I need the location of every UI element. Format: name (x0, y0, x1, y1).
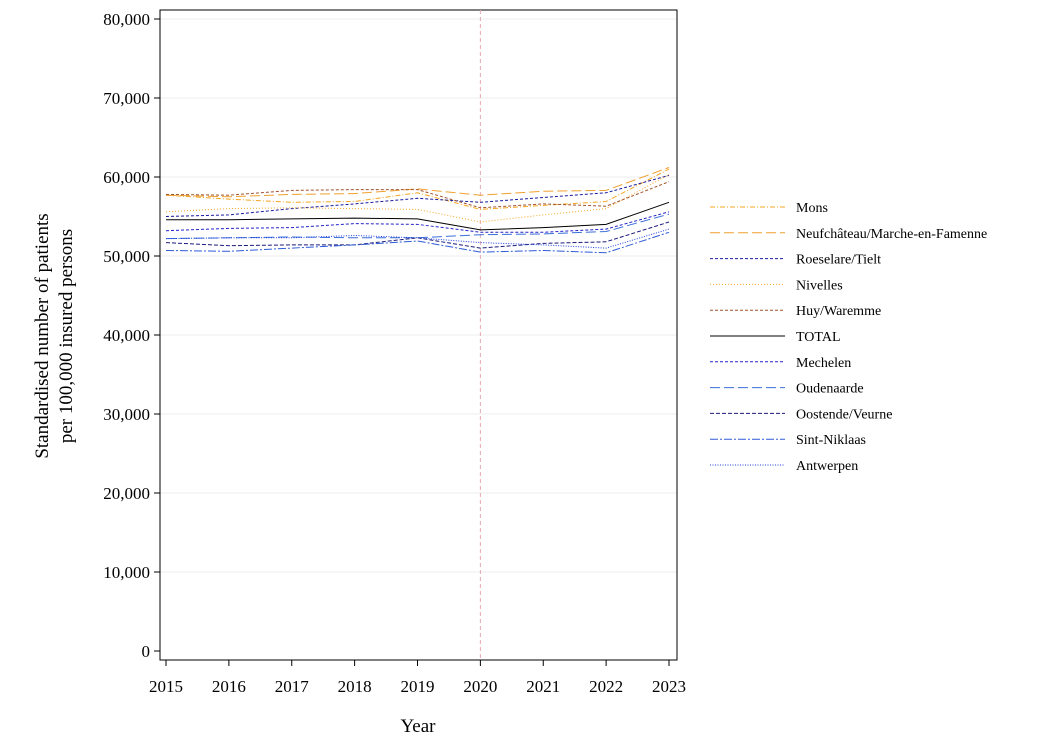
series-line-4 (165, 181, 670, 209)
x-tick-label-2: 2017 (275, 677, 310, 696)
y-axis-title-line-1: Standardised number of patients (32, 213, 53, 458)
series-line-9 (165, 231, 670, 254)
series-line-6 (165, 211, 670, 233)
series-line-2 (165, 174, 670, 217)
y-tick-label-5: 50,000 (103, 247, 150, 266)
x-tick-label-6: 2021 (526, 677, 560, 696)
y-tick-label-3: 30,000 (103, 405, 150, 424)
series-line-0 (165, 168, 670, 210)
legend: Mons Neufchâteau/Marche-en-Famenne Roesela… (710, 201, 987, 474)
y-axis-title-line-2: per 100,000 insured persons (56, 229, 77, 443)
legend-label-8: Oostende/Veurne (796, 407, 892, 422)
gridlines (160, 18, 677, 573)
x-tick-label-3: 2018 (338, 677, 372, 696)
y-tick-label-2: 20,000 (103, 484, 150, 503)
legend-label-5: TOTAL (796, 330, 841, 345)
series-lines (165, 167, 670, 254)
legend-label-3: Nivelles (796, 278, 843, 293)
axes: 0 10,000 20,000 30,000 40,000 50,000 60,000 70,… (103, 10, 686, 696)
legend-label-9: Sint-Niklaas (796, 433, 866, 448)
y-tick-label-6: 60,000 (103, 168, 150, 187)
x-tick-label-8: 2023 (652, 677, 686, 696)
legend-label-6: Mechelen (796, 356, 851, 371)
y-tick-label-7: 70,000 (103, 89, 150, 108)
y-axis-title: Standardised number of patients per 100,… (32, 213, 77, 458)
legend-label-7: Oudenaarde (796, 382, 864, 397)
legend-label-2: Roeselare/Tielt (796, 253, 881, 268)
legend-label-10: Antwerpen (796, 459, 858, 474)
legend-label-4: Huy/Waremme (796, 304, 881, 319)
x-tick-label-7: 2022 (589, 677, 623, 696)
series-line-5 (166, 201, 670, 231)
x-tick-label-1: 2016 (212, 677, 246, 696)
x-tick-label-5: 2020 (463, 677, 497, 696)
x-tick-label-0: 2015 (149, 677, 183, 696)
legend-label-0: Mons (796, 201, 828, 216)
series-line-7 (165, 213, 670, 240)
y-tick-label-0: 0 (142, 642, 151, 661)
x-tick-label-4: 2019 (401, 677, 435, 696)
x-axis-title: Year (400, 716, 436, 737)
y-tick-label-1: 10,000 (103, 563, 150, 582)
y-tick-label-8: 80,000 (103, 10, 150, 29)
legend-label-1: Neufchâteau/Marche-en-Famenne (796, 227, 987, 242)
series-line-8 (165, 221, 670, 249)
y-tick-label-4: 40,000 (103, 326, 150, 345)
